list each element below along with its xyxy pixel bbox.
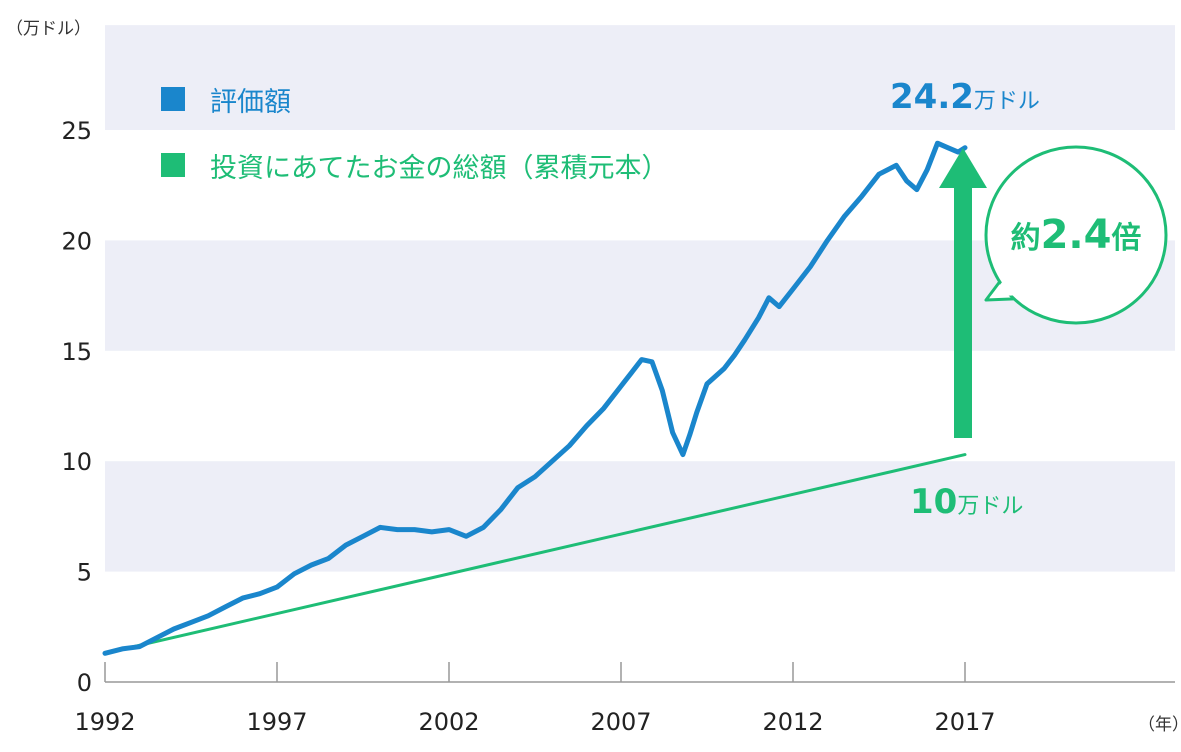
final-value-label: 24.2万ドル	[890, 77, 1040, 117]
y-unit-label: （万ドル）	[6, 19, 91, 39]
y-tick-label: 0	[77, 669, 92, 697]
legend-label-valuation: 評価額	[210, 87, 291, 118]
grid-band	[105, 461, 1175, 572]
legend-swatch-principal	[161, 153, 185, 177]
x-tick-label: 1997	[246, 708, 307, 736]
multiple-prefix: 約	[1011, 221, 1041, 256]
legend: 評価額 投資にあてたお金の総額（累積元本）	[161, 87, 668, 184]
multiple-callout: 約2.4倍	[984, 145, 1168, 325]
final-value-unit: 万ドル	[974, 89, 1040, 114]
y-tick-label: 15	[61, 338, 92, 366]
series-line-0	[102, 140, 968, 656]
x-tick-label: 1992	[74, 708, 135, 736]
y-tick-label: 20	[61, 227, 92, 255]
growth-arrow	[939, 148, 987, 438]
x-unit-label: （年）	[1138, 715, 1181, 735]
multiple-label: 約2.4倍	[1011, 212, 1142, 258]
final-value-number: 24.2	[890, 77, 974, 117]
principal-number: 10	[910, 482, 957, 522]
y-tick-label: 25	[61, 117, 92, 145]
legend-swatch-valuation	[161, 87, 185, 111]
principal-unit: 万ドル	[957, 494, 1023, 519]
legend-label-principal: 投資にあてたお金の総額（累積元本）	[210, 153, 668, 184]
x-tick-label: 2002	[418, 708, 479, 736]
grid-band	[105, 25, 1175, 130]
y-tick-label: 5	[77, 559, 92, 587]
series-lines	[102, 140, 968, 656]
multiple-suffix: 倍	[1111, 221, 1141, 256]
y-tick-label: 10	[61, 448, 92, 476]
multiple-value: 2.4	[1041, 212, 1112, 258]
axes: 0 5 10 15 20 25 1992 1997 2002 2007 2012 2017	[61, 117, 1175, 736]
x-tick-label: 2007	[590, 708, 651, 736]
x-tick-label: 2012	[762, 708, 823, 736]
series-line-1	[103, 453, 967, 655]
principal-label: 10万ドル	[910, 482, 1023, 522]
x-tick-label: 2017	[934, 708, 995, 736]
